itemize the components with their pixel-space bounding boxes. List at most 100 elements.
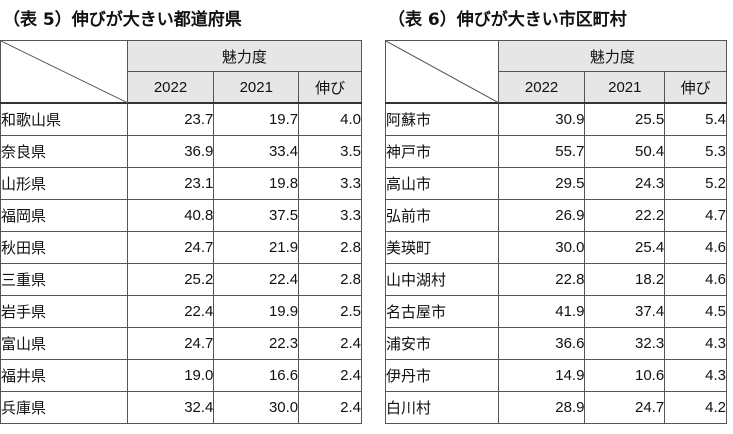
table-row: 美瑛町 30.0 25.4 4.6 [385,231,727,264]
table-row: 神戸市 55.7 50.4 5.3 [385,135,727,168]
table-row: 山中湖村 22.8 18.2 4.6 [385,263,727,296]
value-2022-cell: 23.1 [126,167,215,200]
table-row: 和歌山県 23.7 19.7 4.0 [0,102,362,136]
growth-cell: 5.2 [664,167,727,200]
value-2022-cell: 36.9 [126,135,215,168]
value-2022-cell: 55.7 [497,135,586,168]
row-name-cell: 秋田県 [0,231,128,264]
value-2022-cell: 41.9 [497,295,586,328]
row-name-cell: 兵庫県 [0,391,128,424]
value-2021-cell: 21.9 [213,231,300,264]
value-2022-cell: 29.5 [497,167,586,200]
value-2021-cell: 16.6 [213,359,300,392]
municipality-growth-table: 魅力度 2022 2021 伸び 阿蘇市 30.9 25.5 5.4 神戸市 55.7 50… [385,40,728,424]
column-header: 2021 [584,71,666,104]
table-row: 富山県 24.7 22.3 2.4 [0,327,362,360]
row-name-cell: 山形県 [0,167,128,200]
value-2022-cell: 26.9 [497,199,586,232]
growth-cell: 4.3 [664,327,727,360]
growth-cell: 5.3 [664,135,727,168]
row-name-cell: 岩手県 [0,295,128,328]
table-row: 福岡県 40.8 37.5 3.3 [0,199,362,232]
table-caption: （表 6）伸びが大きい市区町村 [388,10,627,30]
growth-cell: 4.5 [664,295,727,328]
value-2021-cell: 37.4 [584,295,666,328]
row-name-cell: 弘前市 [385,199,499,232]
row-name-cell: 奈良県 [0,135,128,168]
row-name-cell: 福岡県 [0,199,128,232]
value-2022-cell: 24.7 [126,231,215,264]
row-name-cell: 伊丹市 [385,359,499,392]
table-row: 兵庫県 32.4 30.0 2.4 [0,391,362,424]
value-2022-cell: 22.8 [497,263,586,296]
table-row: 岩手県 22.4 19.9 2.5 [0,295,362,328]
growth-cell: 4.6 [664,231,727,264]
growth-cell: 3.3 [298,199,362,232]
value-2022-cell: 30.0 [497,231,586,264]
table-row: 秋田県 24.7 21.9 2.8 [0,231,362,264]
table-row: 阿蘇市 30.9 25.5 5.4 [385,102,727,136]
group-header: 魅力度 [126,40,363,72]
group-header: 魅力度 [497,40,728,72]
row-name-cell: 阿蘇市 [385,102,499,136]
value-2022-cell: 25.2 [126,263,215,296]
prefecture-growth-table: 魅力度 2022 2021 伸び 和歌山県 23.7 19.7 4.0 奈良県 36.9 3… [0,40,363,424]
value-2022-cell: 28.9 [497,391,586,424]
table-row: 山形県 23.1 19.8 3.3 [0,167,362,200]
column-header: 伸び [664,71,727,104]
table-row: 三重県 25.2 22.4 2.8 [0,263,362,296]
value-2021-cell: 32.3 [584,327,666,360]
table-row: 名古屋市 41.9 37.4 4.5 [385,295,727,328]
table-row: 福井県 19.0 16.6 2.4 [0,359,362,392]
table-row: 伊丹市 14.9 10.6 4.3 [385,359,727,392]
row-name-cell: 和歌山県 [0,102,128,136]
value-2021-cell: 19.9 [213,295,300,328]
value-2022-cell: 22.4 [126,295,215,328]
table-row: 奈良県 36.9 33.4 3.5 [0,135,362,168]
value-2021-cell: 22.4 [213,263,300,296]
value-2022-cell: 36.6 [497,327,586,360]
value-2022-cell: 40.8 [126,199,215,232]
row-name-cell: 三重県 [0,263,128,296]
value-2021-cell: 19.7 [213,102,300,136]
column-header: 2021 [213,71,300,104]
row-name-cell: 富山県 [0,327,128,360]
growth-cell: 3.3 [298,167,362,200]
value-2021-cell: 33.4 [213,135,300,168]
value-2021-cell: 25.5 [584,102,666,136]
value-2021-cell: 24.3 [584,167,666,200]
growth-cell: 2.4 [298,327,362,360]
value-2022-cell: 23.7 [126,102,215,136]
growth-cell: 2.5 [298,295,362,328]
diagonal-line [386,41,499,103]
growth-cell: 3.5 [298,135,362,168]
growth-cell: 2.4 [298,359,362,392]
growth-cell: 2.8 [298,231,362,264]
table-body: 阿蘇市 30.9 25.5 5.4 神戸市 55.7 50.4 5.3 高山市 29.5 24.3 5… [385,102,727,424]
value-2021-cell: 24.7 [584,391,666,424]
diagonal-line [1,41,128,103]
growth-cell: 4.7 [664,199,727,232]
growth-cell: 5.4 [664,102,727,136]
table-row: 弘前市 26.9 22.2 4.7 [385,199,727,232]
value-2022-cell: 14.9 [497,359,586,392]
row-name-cell: 神戸市 [385,135,499,168]
growth-cell: 4.2 [664,391,727,424]
value-2021-cell: 37.5 [213,199,300,232]
growth-cell: 2.4 [298,391,362,424]
row-name-cell: 名古屋市 [385,295,499,328]
table-body: 和歌山県 23.7 19.7 4.0 奈良県 36.9 33.4 3.5 山形県 23.1 19.8… [0,102,362,424]
value-2021-cell: 30.0 [213,391,300,424]
row-name-cell: 白川村 [385,391,499,424]
header-corner-cell [385,40,499,104]
header-corner-cell [0,40,128,104]
column-header: 伸び [298,71,362,104]
value-2021-cell: 19.8 [213,167,300,200]
row-name-cell: 美瑛町 [385,231,499,264]
value-2022-cell: 19.0 [126,359,215,392]
value-2022-cell: 32.4 [126,391,215,424]
value-2021-cell: 25.4 [584,231,666,264]
growth-cell: 4.6 [664,263,727,296]
value-2021-cell: 22.2 [584,199,666,232]
table-row: 白川村 28.9 24.7 4.2 [385,391,727,424]
